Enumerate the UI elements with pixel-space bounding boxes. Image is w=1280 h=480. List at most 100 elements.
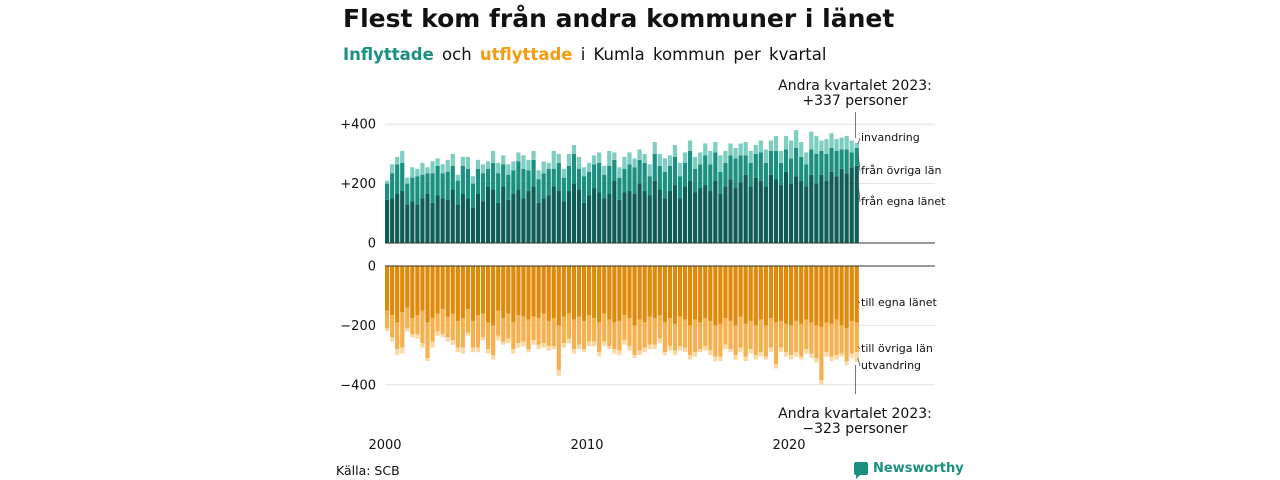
bar-in-other [713,152,718,181]
bar-out-abroad [496,335,501,341]
bar-out-abroad [829,356,834,362]
bar-out-own [778,266,784,321]
bar-out-abroad [738,347,743,353]
bar-out-own [566,266,571,314]
bar-in-own [783,171,789,243]
axes-group: +400 +200 0 0 −200 −400 2000 2010 2020 [340,118,935,453]
bar-in-abroad [516,152,521,162]
bar-out-other [617,320,622,351]
bar-in-abroad [773,136,779,151]
bar-in-own [839,168,844,243]
bar-in-own [571,183,577,243]
bar-in-own [501,186,506,243]
bar-in-own [551,186,556,243]
bar-in-other [763,162,768,187]
series-label-leader [857,357,861,367]
bar-out-other [521,316,526,342]
bar-in-abroad [445,159,450,172]
bar-out-other [758,319,763,353]
bar-out-other [501,317,506,342]
bar-in-own [561,201,566,243]
bar-out-abroad [420,343,425,348]
bar-in-other [566,165,571,192]
bar-in-abroad [703,143,708,156]
bar-out-own [486,266,491,323]
bar-in-other [794,147,799,177]
bar-in-abroad [688,140,693,151]
bar-in-other [592,164,597,189]
bar-out-abroad [728,349,733,353]
bar-in-own [657,189,662,243]
bar-out-abroad [824,352,829,357]
bar-in-own [849,167,854,243]
bar-out-abroad [556,369,561,376]
brand-logo[interactable]: Newsworthy [854,461,964,479]
bar-in-other [733,158,738,189]
bar-out-own [551,266,556,318]
bar-out-own [662,266,667,323]
bar-out-other [622,315,627,341]
bar-out-other [662,322,667,353]
bar-in-other [430,173,435,203]
bar-out-other [688,325,693,356]
bar-in-own [627,191,632,243]
bar-out-abroad [450,340,455,345]
bar-out-other [844,328,849,362]
bar-in-own [698,188,703,244]
bar-out-other [450,313,455,341]
bar-in-abroad [713,142,718,153]
bar-in-abroad [662,158,667,172]
bar-in-own [642,191,647,243]
bar-out-own [703,266,708,318]
bar-in-abroad [546,162,551,169]
bar-out-other [794,320,799,353]
bar-out-own [420,266,425,311]
bar-in-own [703,185,708,243]
bar-out-abroad [435,331,440,336]
bar-out-own [733,266,738,326]
bar-in-other [657,165,662,190]
bar-out-other [672,323,678,351]
bar-out-other [410,317,415,335]
bar-in-abroad [753,144,758,154]
bar-out-own [693,266,698,320]
bar-in-abroad [672,144,678,157]
bar-in-other [753,153,758,178]
bar-out-own [445,266,450,317]
y-tick-upper: 0 [368,237,376,252]
bar-in-own [496,202,501,243]
bar-out-other [551,317,556,347]
bar-in-own [632,194,637,243]
bar-in-other [703,155,708,186]
bar-in-abroad [627,152,632,165]
bar-out-own [637,266,642,320]
bar-in-other [602,174,607,199]
bar-in-own [400,191,405,243]
bar-in-other [612,159,617,181]
bar-out-other [708,320,713,351]
bar-out-abroad [783,352,789,357]
bar-out-own [602,266,607,314]
bar-out-other [647,316,652,345]
bar-in-own [814,183,819,243]
bar-out-abroad [733,355,738,360]
bar-in-abroad [511,161,516,171]
bar-out-own [809,266,814,323]
bar-in-own [672,185,678,243]
bar-out-abroad [688,355,693,360]
x-tick-label: 2020 [772,438,805,453]
bar-out-abroad [400,347,405,354]
bar-in-other [662,171,667,199]
bar-in-abroad [723,150,728,163]
bar-in-own [516,189,521,243]
bar-in-other [768,150,773,175]
bar-out-other [718,323,723,357]
bar-out-other [415,315,420,335]
bar-out-other [390,315,395,338]
bar-out-abroad [470,347,476,353]
bar-out-other [445,316,450,338]
bar-in-own [460,194,465,243]
bar-out-other [733,325,738,356]
bar-out-abroad [571,349,577,354]
bar-in-abroad [425,167,430,174]
